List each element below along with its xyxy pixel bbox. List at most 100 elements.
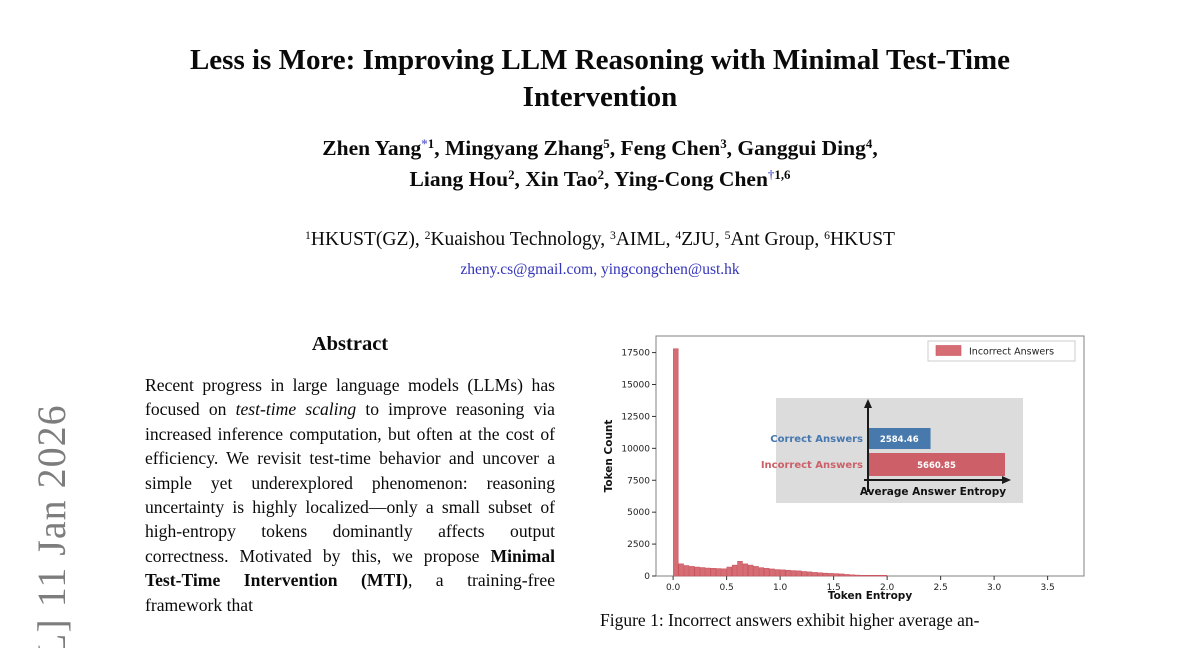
author-superscript: 4 <box>865 136 873 151</box>
legend-box <box>927 340 1076 362</box>
histogram-bar <box>881 575 888 577</box>
inset-x-axis-label: Average Answer Entropy <box>860 486 1006 498</box>
arxiv-watermark: L] 11 Jan 2026 <box>29 404 74 648</box>
histogram-bar <box>673 348 679 577</box>
abstract-run: Recent progress in large language models… <box>145 375 555 420</box>
author-mark: * <box>421 136 428 151</box>
abstract-run: , a training-free framework that <box>145 570 555 615</box>
affiliation-name: HKUST <box>829 229 895 250</box>
histogram-bar <box>790 570 797 577</box>
legend-swatch-incorrect <box>935 345 962 356</box>
histogram-bar <box>838 573 845 577</box>
histogram-bar <box>844 574 850 577</box>
abstract-heading: Abstract <box>311 333 389 355</box>
abstract-text: Recent progress in large language models… <box>145 373 555 617</box>
inset-category-label: Incorrect Answers <box>761 460 863 471</box>
histogram-bar <box>721 568 727 577</box>
inset-background <box>776 398 1023 503</box>
affiliation-superscript: 4 <box>675 229 682 243</box>
x-tick-label: 1.0 <box>773 583 788 593</box>
y-tick-label: 2500 <box>627 540 650 550</box>
histogram-bar <box>801 571 807 577</box>
chart-legend: Incorrect Answers <box>927 340 1076 362</box>
y-axis-label: Token Count <box>603 420 615 493</box>
affiliation-list: 1HKUST(GZ), 2Kuaishou Technology, 3AIML,… <box>305 229 895 250</box>
inset-y-arrowhead <box>864 399 872 408</box>
histogram-bar <box>683 565 690 577</box>
x-tick-label: 2.5 <box>933 583 947 593</box>
author-line: Zhen Yang*1, Mingyang Zhang5, Feng Chen3… <box>322 136 878 160</box>
paper-title-line2: Intervention <box>522 81 678 113</box>
histogram-bar <box>699 567 706 577</box>
x-tick-label: 2.0 <box>880 583 895 593</box>
affiliation-name: Kuaishou Technology <box>430 229 601 250</box>
x-axis-label: Token Entropy <box>828 590 913 602</box>
y-tick-label: 0 <box>644 572 650 582</box>
abstract-run: to improve reasoning via increased infer… <box>145 399 555 566</box>
author-name: Xin Tao <box>525 167 598 191</box>
x-tick-label: 0.5 <box>719 583 733 593</box>
affiliation-superscript: 6 <box>824 229 830 243</box>
histogram-bar <box>710 568 716 577</box>
histogram-bar <box>705 567 711 577</box>
histogram-bar <box>822 572 829 577</box>
affiliation-superscript: 2 <box>424 229 431 243</box>
affiliation-superscript: 1 <box>305 229 311 243</box>
author-line: Liang Hou2, Xin Tao2, Ying-Cong Chen†1,6 <box>409 167 791 191</box>
author-superscript: †1,6 <box>767 167 791 182</box>
x-tick-label: 0.0 <box>666 583 681 593</box>
figure-caption: Figure 1: Incorrect answers exhibit high… <box>600 610 980 630</box>
affiliation-name: Ant Group <box>730 229 815 250</box>
author-superscript: 5 <box>603 136 610 151</box>
x-tick-label: 3.5 <box>1040 583 1054 593</box>
histogram-bar <box>689 566 695 577</box>
affiliation-superscript: 5 <box>724 229 731 243</box>
token-entropy-histogram-chart: 0 2500 5000 7500 10000 12500 15000 17500 0.0 0.5 1… <box>603 335 1085 602</box>
abstract-section: Abstract Recent progress in large langua… <box>145 333 555 648</box>
histogram-bars <box>673 348 888 577</box>
author-superscript: 2 <box>508 167 515 182</box>
histogram-bar <box>817 572 823 577</box>
author-name: Ganggui Ding <box>737 136 866 160</box>
author-superscript: *1 <box>421 136 435 151</box>
paper-title-line1: Less is More: Improving LLM Reasoning wi… <box>189 44 1011 76</box>
histogram-bar <box>715 568 722 577</box>
author-name: Mingyang Zhang <box>444 136 604 160</box>
author-emails[interactable]: zheny.cs@gmail.com, yingcongchen@ust.hk <box>460 261 740 278</box>
y-tick-label: 7500 <box>627 476 650 486</box>
histogram-bar <box>742 563 749 577</box>
affiliation-name: AIML <box>615 229 666 250</box>
histogram-bar <box>764 568 770 577</box>
histogram-bar <box>865 575 872 577</box>
histogram-bar <box>774 569 781 577</box>
histogram-bar <box>871 575 877 577</box>
histogram-bar <box>828 573 834 577</box>
histogram-bar <box>833 573 839 577</box>
histogram-bar <box>769 568 775 577</box>
inset-bar-incorrect <box>868 453 1005 476</box>
inset-bar-value: 2584.46 <box>880 435 919 445</box>
author-list: Zhen Yang*1, Mingyang Zhang5, Feng Chen3… <box>0 134 1200 196</box>
histogram-bar <box>860 575 866 577</box>
affiliation-superscript: 3 <box>609 229 616 243</box>
histogram-bar <box>806 571 813 577</box>
author-name: Zhen Yang <box>322 136 422 160</box>
affiliation-name: ZJU <box>681 229 715 250</box>
affiliation-name: HKUST(GZ) <box>310 229 415 250</box>
inset-entropy-bar-chart: 2584.46 Correct Answers 5660.85 Incorrect A… <box>761 398 1023 503</box>
histogram-bar <box>747 564 754 577</box>
inset-bar-correct <box>868 428 931 449</box>
inset-bar-value: 5660.85 <box>917 461 956 471</box>
histogram-bar <box>758 567 765 577</box>
author-name: Feng Chen <box>620 136 721 160</box>
y-tick-label: 15000 <box>621 381 650 391</box>
figure-1: 0 2500 5000 7500 10000 12500 15000 17500 0.0 0.5 1… <box>598 330 1098 631</box>
author-superscript: 3 <box>720 136 727 151</box>
legend-label: Incorrect Answers <box>969 347 1054 358</box>
inset-category-label: Correct Answers <box>770 434 863 445</box>
author-name: Ying-Cong Chen <box>614 167 768 191</box>
x-tick-label: 3.0 <box>987 583 1002 593</box>
histogram-bar <box>694 566 700 577</box>
paper-title: Less is More: Improving LLM Reasoning wi… <box>0 42 1200 116</box>
histogram-bar <box>785 569 791 577</box>
